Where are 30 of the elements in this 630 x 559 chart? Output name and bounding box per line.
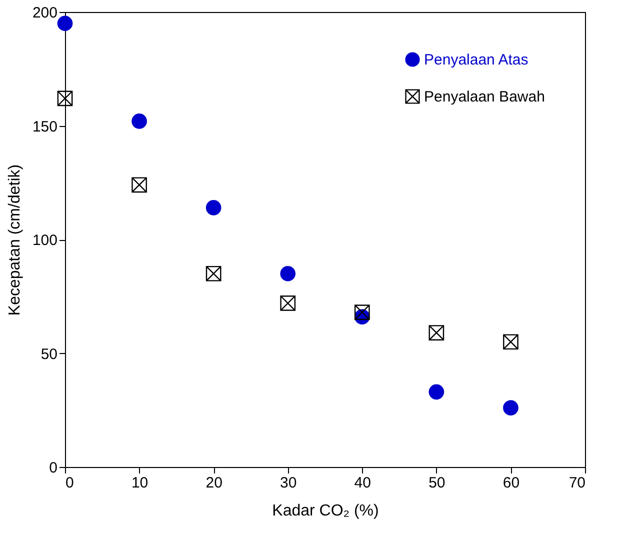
x-axis-title: Kadar CO₂ (%) (272, 502, 379, 520)
x-tick-label: 50 (428, 474, 446, 492)
point (280, 296, 296, 311)
point (57, 16, 73, 32)
legend-label: Penyalaan Bawah (424, 88, 545, 106)
point (57, 90, 73, 106)
y-tick-label: 0 (49, 460, 58, 476)
point (428, 325, 444, 340)
point (428, 384, 444, 400)
point (132, 114, 147, 129)
point (206, 266, 222, 282)
x-tick-label: 60 (502, 474, 520, 492)
x-tick-label: 0 (66, 474, 74, 492)
point (503, 334, 518, 350)
point (280, 266, 296, 282)
x-tick-label: 10 (131, 474, 148, 492)
y-tick-label: 100 (32, 232, 58, 249)
point (132, 177, 147, 193)
x-tick-label: 30 (280, 474, 297, 492)
y-tick-label: 200 (32, 4, 58, 22)
x-tick-label: 40 (354, 474, 371, 492)
point (503, 400, 518, 416)
point (206, 200, 222, 216)
x-tick-label: 20 (206, 474, 222, 492)
y-tick-label: 50 (40, 346, 58, 363)
legend-label: Penyalaan Atas (424, 52, 528, 68)
y-tick-label: 150 (32, 118, 58, 136)
point (354, 304, 370, 320)
x-tick-label: 70 (568, 474, 586, 492)
y-axis-title: Kecepatan (cm/detik) (6, 164, 24, 316)
